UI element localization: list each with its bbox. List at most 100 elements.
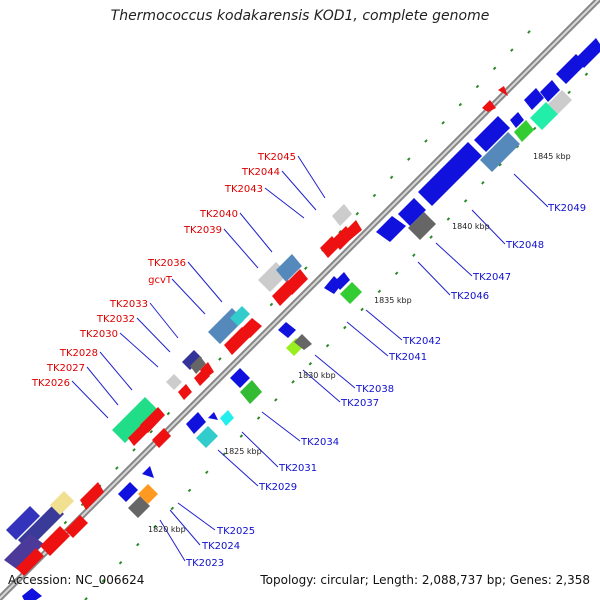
gene-arrow[interactable]	[40, 526, 70, 556]
gene-arrow[interactable]	[408, 212, 436, 240]
gene-label[interactable]: TK2039	[183, 225, 222, 236]
gene-arrow[interactable]	[166, 374, 182, 390]
gene-arrow[interactable]	[344, 220, 362, 240]
gene-arrow[interactable]	[65, 515, 88, 538]
gene-arrow[interactable]	[178, 384, 192, 400]
gene-label[interactable]: TK2049	[547, 203, 586, 214]
gene-label[interactable]: TK2032	[96, 314, 135, 325]
bottom-gene-labels: TK2023 TK2024 TK2025 TK2029 TK2031 TK203…	[185, 203, 586, 569]
gene-label[interactable]: TK2038	[355, 384, 394, 395]
gene-arrow[interactable]	[152, 428, 171, 448]
gene-label[interactable]: TK2033	[109, 299, 148, 310]
gene-arrow[interactable]	[196, 426, 218, 448]
gene-arrow[interactable]	[334, 272, 350, 290]
gene-arrow[interactable]	[80, 482, 104, 510]
gene-label[interactable]: TK2046	[450, 291, 489, 302]
gene-arrow[interactable]	[224, 327, 250, 355]
gene-arrow[interactable]	[556, 54, 586, 84]
genome-summary-text: Topology: circular; Length: 2,088,737 bp…	[260, 573, 590, 587]
scale-mark-1835: 1835 kbp	[374, 296, 412, 305]
gene-arrow[interactable]	[142, 466, 154, 478]
gene-arrow[interactable]	[190, 356, 206, 374]
gene-arrow[interactable]	[50, 491, 74, 515]
gene-label[interactable]: TK2045	[257, 152, 296, 163]
gene-arrow[interactable]	[376, 216, 406, 242]
gene-label[interactable]: TK2025	[216, 526, 255, 537]
scale-mark-1830: 1830 kbp	[298, 371, 336, 380]
gene-arrow[interactable]	[498, 86, 508, 96]
gene-label[interactable]: TK2047	[472, 272, 511, 283]
gene-arrow[interactable]	[276, 254, 302, 282]
gene-arrow[interactable]	[182, 350, 202, 370]
gene-label[interactable]: TK2024	[201, 541, 240, 552]
gene-label[interactable]: TK2036	[147, 258, 186, 269]
gene-arrow[interactable]	[240, 318, 262, 338]
gene-arrow[interactable]	[576, 38, 600, 68]
gene-arrow[interactable]	[510, 112, 524, 128]
gene-arrow[interactable]	[128, 496, 150, 518]
gene-arrow[interactable]	[514, 120, 534, 142]
reverse-genes	[22, 38, 600, 600]
gene-label[interactable]: gcvT	[148, 275, 173, 286]
gene-label[interactable]: TK2027	[46, 363, 85, 374]
gene-arrow[interactable]	[548, 90, 572, 114]
leader-lines-top	[71, 155, 326, 419]
top-gene-labels: TK2026 TK2027 TK2028 TK2030 TK2032 TK203…	[31, 152, 296, 389]
genome-title: Thermococcus kodakarensis KOD1, complete…	[110, 8, 490, 24]
gene-arrow[interactable]	[418, 142, 482, 206]
gene-arrow[interactable]	[112, 397, 158, 443]
gene-arrow[interactable]	[200, 362, 214, 378]
gene-arrow[interactable]	[524, 88, 544, 110]
gene-arrow[interactable]	[398, 198, 426, 226]
scale-mark-1820: 1820 kbp	[148, 525, 186, 534]
gene-arrow[interactable]	[278, 322, 296, 338]
gene-arrow[interactable]	[284, 269, 308, 295]
gene-arrow[interactable]	[186, 412, 206, 434]
gene-label[interactable]: TK2023	[185, 558, 224, 569]
gene-label[interactable]: TK2041	[388, 352, 427, 363]
gene-label[interactable]: TK2026	[31, 378, 70, 389]
scale-marks: 1820 kbp 1825 kbp 1830 kbp 1835 kbp 1840…	[148, 152, 571, 534]
forward-genes	[4, 86, 508, 576]
scale-mark-1840: 1840 kbp	[452, 222, 490, 231]
gene-arrow[interactable]	[340, 282, 362, 304]
gene-arrow[interactable]	[474, 116, 510, 152]
gene-arrow[interactable]	[540, 80, 560, 102]
accession-text: Accession: NC_006624	[8, 573, 145, 587]
gene-arrow[interactable]	[240, 380, 262, 404]
gene-arrow[interactable]	[6, 506, 40, 540]
gene-label[interactable]: TK2040	[199, 209, 238, 220]
gene-arrow[interactable]	[220, 410, 234, 426]
gene-label[interactable]: TK2048	[505, 240, 544, 251]
gene-label[interactable]: TK2042	[402, 336, 441, 347]
gene-arrow[interactable]	[230, 368, 250, 388]
gene-arrow[interactable]	[118, 482, 138, 502]
scale-mark-1825: 1825 kbp	[224, 447, 262, 456]
gene-arrow[interactable]	[230, 306, 250, 326]
gene-arrow[interactable]	[482, 100, 496, 112]
gene-arrow[interactable]	[4, 534, 44, 570]
gene-arrow[interactable]	[140, 407, 165, 433]
gene-label[interactable]: TK2037	[340, 398, 379, 409]
gene-arrow[interactable]	[22, 588, 42, 600]
gene-label[interactable]: TK2030	[79, 329, 118, 340]
gene-label[interactable]: TK2034	[300, 437, 339, 448]
gene-arrow[interactable]	[530, 102, 558, 130]
gene-label[interactable]: TK2043	[224, 184, 263, 195]
gene-arrow[interactable]	[138, 484, 158, 504]
gene-label[interactable]: TK2044	[241, 167, 280, 178]
gene-label[interactable]: TK2029	[258, 482, 297, 493]
gene-arrow[interactable]	[208, 412, 218, 420]
gene-arrow[interactable]	[332, 204, 352, 226]
gene-arrow[interactable]	[16, 548, 44, 576]
gene-arrow[interactable]	[480, 132, 520, 172]
leader-lines-bottom	[159, 173, 549, 562]
gene-label[interactable]: TK2031	[278, 463, 317, 474]
scale-mark-1845: 1845 kbp	[533, 152, 571, 161]
gene-arrow[interactable]	[294, 334, 312, 350]
gene-label[interactable]: TK2028	[59, 348, 98, 359]
